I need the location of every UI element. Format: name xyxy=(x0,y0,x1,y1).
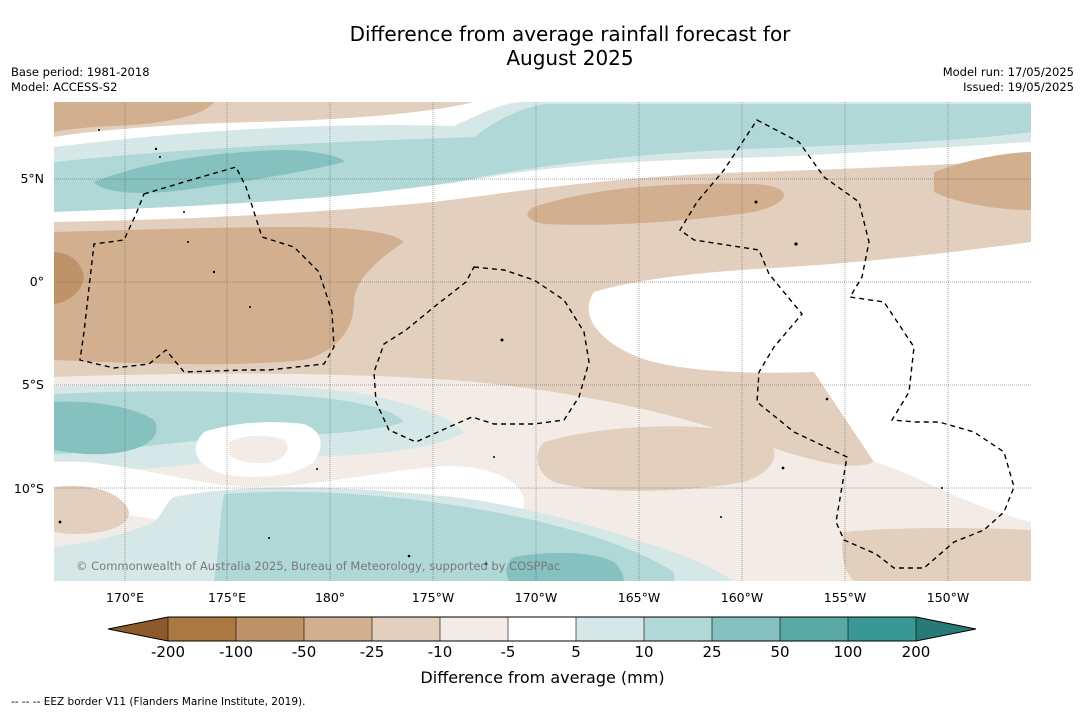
colorbar-tick: -25 xyxy=(359,643,385,661)
title-line-2: August 2025 xyxy=(506,46,634,70)
colorbar-swatch-5 xyxy=(440,617,508,641)
lon-label-155w: 155°W xyxy=(823,590,867,605)
colorbar-swatch-10 xyxy=(780,617,848,641)
title-line-1: Difference from average rainfall forecas… xyxy=(349,22,791,46)
lon-label-175w: 175°W xyxy=(411,590,455,605)
colorbar-swatch-9 xyxy=(712,617,780,641)
colorbar-tick: 50 xyxy=(770,643,790,661)
map-svg xyxy=(54,102,1031,581)
lon-label-150w: 150°W xyxy=(926,590,970,605)
colorbar-tick: 25 xyxy=(702,643,722,661)
island-specks xyxy=(58,129,943,566)
colorbar-swatch-7 xyxy=(576,617,644,641)
band-east-tan-dark-2 xyxy=(934,152,1031,210)
colorbar-swatch-6 xyxy=(508,617,576,641)
colorbar-tick: 10 xyxy=(634,643,654,661)
eez-kiribati-gilbert xyxy=(79,166,335,373)
lat-label-5n: 5°N xyxy=(20,171,44,186)
lon-label-175e: 175°E xyxy=(207,590,246,605)
base-period: Base period: 1981-2018 xyxy=(11,65,150,79)
colorbar-tick: 200 xyxy=(901,643,931,661)
lat-label-5s: 5°S xyxy=(21,377,44,392)
colorbar-swatch-1 xyxy=(168,617,236,641)
lon-label-165w: 165°W xyxy=(617,590,661,605)
colorbar-dividers xyxy=(167,617,917,641)
lat-label-0: 0° xyxy=(29,274,44,289)
colorbar-tick: 5 xyxy=(571,643,581,661)
grid-lines xyxy=(54,102,1031,581)
colorbar-tick: 100 xyxy=(833,643,863,661)
lon-label-170w: 170°W xyxy=(514,590,558,605)
copyright-notice: © Commonwealth of Australia 2025, Bureau… xyxy=(76,559,561,573)
model-name: Model: ACCESS-S2 xyxy=(11,80,118,94)
colorbar-swatch-2 xyxy=(236,617,304,641)
band-teal-north-dark xyxy=(94,150,344,193)
colorbar-under-arrow xyxy=(108,617,168,641)
colorbar-over-arrow xyxy=(916,617,976,641)
issued-date: Issued: 19/05/2025 xyxy=(963,80,1074,94)
colorbar-label: Difference from average (mm) xyxy=(420,668,665,687)
map-title: Difference from average rainfall forecas… xyxy=(0,22,1085,70)
colorbar-tick: -10 xyxy=(427,643,453,661)
colorbar-swatch-3 xyxy=(304,617,372,641)
colorbar-svg xyxy=(107,616,977,642)
model-run: Model run: 17/05/2025 xyxy=(942,65,1074,79)
band-teal-north-mid xyxy=(54,104,1031,214)
meta-left: Base period: 1981-2018 Model: ACCESS-S2 xyxy=(11,65,150,95)
band-south-teal-dark xyxy=(54,401,157,455)
band-southeast-tan xyxy=(842,527,1031,581)
colorbar-tick: -200 xyxy=(150,643,186,661)
band-south-offwhite-blob xyxy=(229,435,288,464)
band-bottom-teal-dark xyxy=(506,552,624,581)
band-east-tan-dark xyxy=(527,183,784,225)
lon-label-170e: 170°E xyxy=(105,590,144,605)
lat-label-10s: 10°S xyxy=(13,481,44,496)
eez-line-islands xyxy=(679,119,1015,569)
band-equator-tan-dark xyxy=(54,227,404,365)
colorbar-swatch-4 xyxy=(372,617,440,641)
band-north-tan-dark xyxy=(54,102,214,132)
lon-label-180: 180° xyxy=(314,590,346,605)
band-south-tan xyxy=(537,426,775,491)
eez-borders xyxy=(79,119,1015,569)
lon-label-160w: 160°W xyxy=(720,590,764,605)
rainfall-map xyxy=(54,102,1031,581)
colorbar-tick: -5 xyxy=(500,643,516,661)
band-southwest-tan xyxy=(54,485,129,534)
colorbar xyxy=(107,616,978,642)
band-equator-tan-darker xyxy=(54,252,84,304)
eez-phoenix xyxy=(373,266,590,443)
band-white-north-gap xyxy=(54,142,1031,222)
colorbar-tick: -50 xyxy=(291,643,317,661)
colorbar-swatch-11 xyxy=(848,617,916,641)
meta-right: Model run: 17/05/2025 Issued: 19/05/2025 xyxy=(943,65,1074,95)
band-east-white-tongue xyxy=(614,290,1031,353)
colorbar-swatch-8 xyxy=(644,617,712,641)
eez-legend-footer: -- -- -- EEZ border V11 (Flanders Marine… xyxy=(11,696,306,708)
colorbar-tick: -100 xyxy=(218,643,254,661)
